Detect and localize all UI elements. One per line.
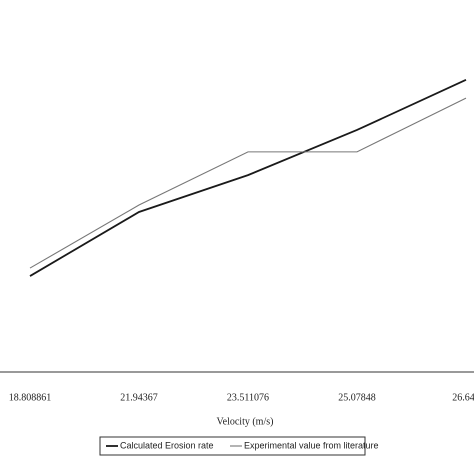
x-tick-label: 23.511076 (227, 392, 269, 403)
legend-label: Calculated Erosion rate (120, 440, 214, 450)
x-tick-label: 26.645 (452, 392, 474, 403)
x-tick-label: 25.07848 (338, 392, 376, 403)
x-tick-label: 18.808861 (9, 392, 52, 403)
legend-label: Experimental value from literature (244, 440, 379, 450)
x-tick-label: 21.94367 (120, 392, 158, 403)
x-axis-label: Velocity (m/s) (217, 416, 274, 427)
data-line (29, 79, 467, 277)
data-line (29, 97, 467, 269)
